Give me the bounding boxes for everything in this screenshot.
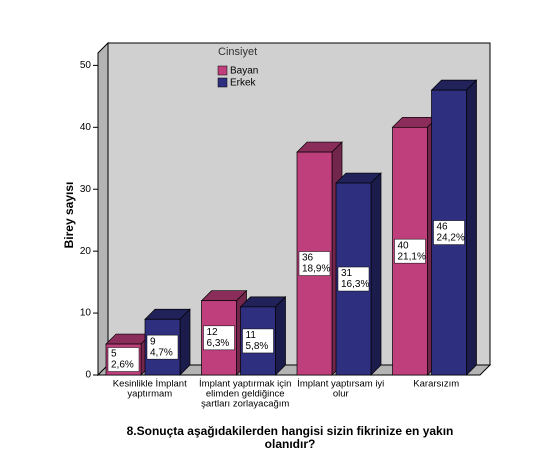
x-tick-label: şartları zorlayacağım bbox=[201, 399, 289, 410]
x-tick-label: Kesinlikle İmplant bbox=[113, 379, 187, 390]
y-tick-label: 0 bbox=[85, 370, 91, 381]
data-label: 16,3% bbox=[341, 279, 369, 290]
data-label-box bbox=[107, 347, 140, 372]
y-tick-label: 40 bbox=[80, 122, 92, 133]
legend-swatch bbox=[217, 65, 228, 76]
data-label: 6,3% bbox=[207, 338, 230, 349]
data-label: 5,8% bbox=[246, 341, 269, 352]
y-tick-label: 10 bbox=[80, 308, 92, 319]
x-tick-label: olur bbox=[333, 389, 349, 400]
data-label: 11 bbox=[246, 330, 257, 341]
data-label-box bbox=[146, 334, 179, 360]
legend-title: Cinsiyet bbox=[218, 46, 257, 58]
bar-side bbox=[179, 308, 191, 376]
bar-side bbox=[466, 79, 477, 376]
y-tick-label: 50 bbox=[80, 60, 92, 71]
data-label: 9 bbox=[150, 336, 156, 347]
legend-swatch bbox=[217, 77, 228, 88]
data-label: 40 bbox=[398, 240, 410, 251]
x-tick-label: İmplant yaptırsam iyi bbox=[297, 379, 384, 390]
x-tick-label: yaptırmam bbox=[127, 389, 172, 400]
y-tick-label: 30 bbox=[80, 184, 92, 195]
data-label: 4,7% bbox=[150, 347, 173, 358]
data-label: 5 bbox=[111, 349, 117, 360]
data-label-box bbox=[242, 328, 274, 354]
y-tick-label: 20 bbox=[80, 246, 92, 257]
legend-label: Erkek bbox=[230, 78, 257, 89]
bar-side bbox=[275, 296, 286, 376]
x-axis-label: 8.Sonuçta aşağıdakilerden hangisi sizin … bbox=[127, 424, 454, 438]
data-label: 2,6% bbox=[111, 360, 134, 371]
x-axis-label: olanıdır? bbox=[265, 437, 316, 451]
data-label: 36 bbox=[302, 253, 314, 264]
data-label-box bbox=[298, 251, 331, 276]
bar-side bbox=[370, 172, 382, 376]
data-label: 46 bbox=[437, 222, 449, 233]
data-label: 18,9% bbox=[302, 264, 330, 275]
data-label: 31 bbox=[341, 268, 353, 279]
data-label: 21,1% bbox=[398, 251, 426, 262]
data-label: 24,2% bbox=[437, 233, 465, 244]
x-tick-label: Kararsızım bbox=[413, 379, 459, 390]
data-label: 12 bbox=[207, 327, 219, 338]
x-tick-label: elimden geldiğince bbox=[206, 389, 285, 400]
side-wall bbox=[97, 41, 109, 377]
data-label-box bbox=[433, 220, 465, 245]
data-label-box bbox=[203, 325, 235, 351]
y-axis-label: Birey sayısı bbox=[62, 182, 76, 249]
data-label-box bbox=[337, 266, 370, 292]
x-tick-label: İmplant yaptırmak için bbox=[199, 379, 291, 390]
legend-label: Bayan bbox=[230, 66, 258, 77]
data-label-box bbox=[394, 238, 426, 264]
